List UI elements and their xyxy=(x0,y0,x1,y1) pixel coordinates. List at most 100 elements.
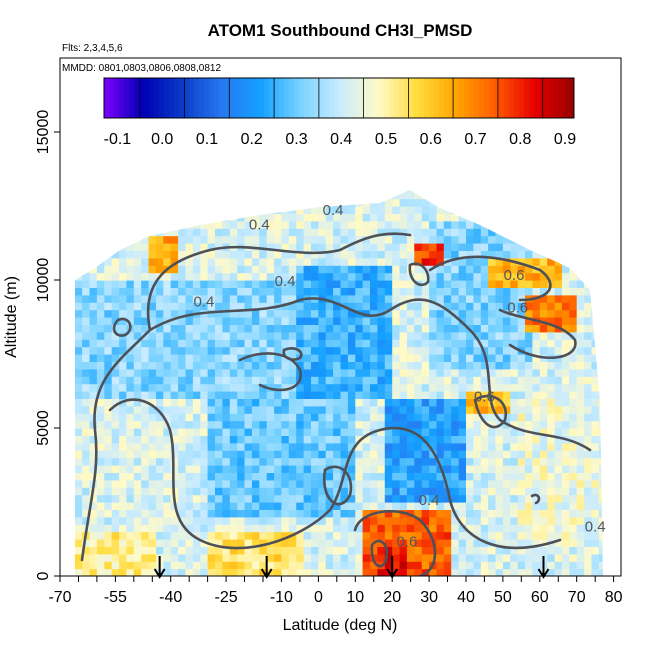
heatmap-cell xyxy=(598,331,603,340)
heatmap-cell xyxy=(119,383,128,392)
heatmap-cell xyxy=(318,487,327,496)
heatmap-cell xyxy=(495,250,504,259)
heatmap-cell xyxy=(89,531,98,540)
heatmap-cell xyxy=(421,457,430,466)
contour-line xyxy=(108,398,562,550)
heatmap-cell xyxy=(333,516,342,525)
heatmap-cell xyxy=(591,243,600,251)
colorbar-segment xyxy=(174,78,180,118)
heatmap-cell xyxy=(488,391,497,399)
heatmap-cell xyxy=(569,494,578,503)
heatmap-cell xyxy=(229,539,238,547)
heatmap-cell xyxy=(229,479,238,488)
heatmap-cell xyxy=(384,228,393,237)
heatmap-cell xyxy=(244,287,253,296)
heatmap-cell xyxy=(443,228,452,237)
heatmap-cell xyxy=(340,561,349,570)
contour-label: 0.4 xyxy=(249,217,270,234)
heatmap-cell xyxy=(458,324,467,333)
heatmap-cell xyxy=(75,191,76,200)
heatmap-cell xyxy=(370,331,378,340)
heatmap-cell xyxy=(340,450,349,459)
heatmap-cell xyxy=(598,502,603,510)
heatmap-cell xyxy=(598,198,603,207)
heatmap-cell xyxy=(259,317,268,325)
heatmap-cell xyxy=(392,331,401,340)
heatmap-cell xyxy=(288,420,297,429)
heatmap-cell xyxy=(60,450,68,458)
heatmap-cell xyxy=(266,280,275,288)
heatmap-cell xyxy=(192,206,201,214)
heatmap-cell xyxy=(251,235,260,244)
heatmap-cell xyxy=(281,339,290,348)
heatmap-cell xyxy=(82,213,91,222)
heatmap-cell xyxy=(104,391,113,399)
heatmap-cell xyxy=(192,398,201,407)
heatmap-cell xyxy=(569,243,578,251)
heatmap-cell xyxy=(598,220,603,229)
heatmap-cell xyxy=(251,376,260,385)
heatmap-cell xyxy=(112,176,120,184)
heatmap-cell xyxy=(104,553,113,562)
heatmap-cell xyxy=(229,191,238,200)
heatmap-cell xyxy=(207,442,216,451)
heatmap-cell xyxy=(539,213,548,222)
heatmap-cell xyxy=(384,220,393,229)
colorbar-segment xyxy=(434,78,440,118)
heatmap-cell xyxy=(347,383,356,392)
heatmap-cell xyxy=(466,502,474,510)
heatmap-cell xyxy=(60,443,68,451)
colorbar-segment xyxy=(264,78,270,118)
heatmap-cell xyxy=(237,502,246,510)
heatmap-cell xyxy=(229,190,238,192)
heatmap-cell xyxy=(377,220,386,229)
heatmap-cell xyxy=(266,391,275,399)
heatmap-cell xyxy=(200,169,208,177)
heatmap-cell xyxy=(178,228,187,237)
heatmap-cell xyxy=(311,383,319,392)
heatmap-cell xyxy=(274,361,283,370)
heatmap-cell xyxy=(466,531,474,540)
heatmap-cell xyxy=(554,539,563,547)
heatmap-cell xyxy=(251,220,260,229)
heatmap-cell xyxy=(480,413,489,422)
heatmap-cell xyxy=(274,502,283,510)
heatmap-cell xyxy=(318,465,327,473)
heatmap-cell xyxy=(148,257,157,266)
heatmap-cell xyxy=(325,376,334,385)
heatmap-cell xyxy=(267,169,275,177)
heatmap-cell xyxy=(584,546,593,555)
heatmap-cell xyxy=(429,331,438,340)
heatmap-cell xyxy=(185,287,194,296)
heatmap-cell xyxy=(192,457,201,466)
heatmap-cell xyxy=(148,294,157,303)
heatmap-cell xyxy=(584,162,592,170)
heatmap-cell xyxy=(466,309,474,318)
heatmap-cell xyxy=(215,302,223,311)
heatmap-cell xyxy=(148,198,157,207)
heatmap-cell xyxy=(539,287,548,296)
heatmap-cell xyxy=(355,383,364,392)
heatmap-cell xyxy=(384,435,393,444)
heatmap-cell xyxy=(473,553,482,562)
heatmap-cell xyxy=(569,361,578,370)
heatmap-cell xyxy=(259,272,268,281)
heatmap-cell xyxy=(458,280,467,288)
heatmap-cell xyxy=(222,213,231,222)
heatmap-cell xyxy=(229,257,238,266)
heatmap-cell xyxy=(584,479,593,488)
heatmap-cell xyxy=(288,391,297,399)
colorbar-segment xyxy=(384,78,390,118)
heatmap-cell xyxy=(126,568,135,576)
heatmap-cell xyxy=(192,294,201,303)
heatmap-cell xyxy=(355,176,363,184)
heatmap-cell xyxy=(222,198,231,207)
heatmap-cell xyxy=(539,405,548,414)
heatmap-cell xyxy=(532,309,541,318)
heatmap-cell xyxy=(406,420,415,429)
heatmap-cell xyxy=(119,302,128,311)
heatmap-cell xyxy=(259,391,268,399)
heatmap-cell xyxy=(170,190,179,192)
heatmap-cell xyxy=(510,494,519,503)
heatmap-cell xyxy=(266,309,275,318)
